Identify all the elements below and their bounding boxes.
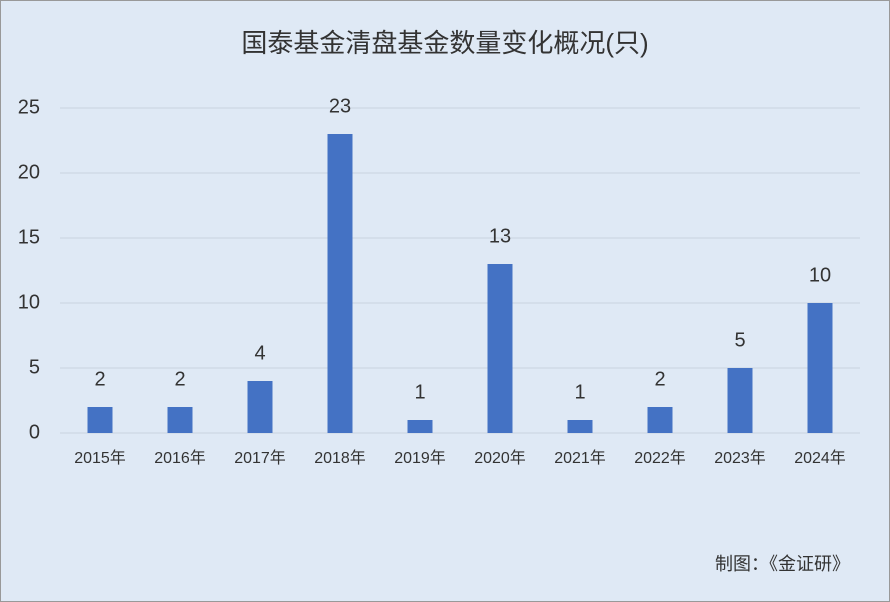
x-tick-label: 2017年 (234, 449, 286, 467)
data-label: 1 (574, 381, 585, 403)
bar (87, 407, 113, 433)
y-tick-label: 10 (18, 291, 40, 313)
y-tick-label: 25 (18, 96, 40, 118)
data-label: 2 (174, 368, 185, 390)
x-tick-label: 2015年 (74, 449, 126, 467)
x-tick-label: 2024年 (794, 449, 846, 467)
x-tick-label: 2019年 (394, 449, 446, 467)
data-label: 10 (809, 264, 831, 286)
x-tick-label: 2018年 (314, 449, 366, 467)
data-label: 23 (329, 95, 351, 117)
bar (567, 420, 593, 433)
bar (247, 381, 273, 433)
bar (327, 134, 353, 433)
data-label: 4 (254, 342, 265, 364)
bar (647, 407, 673, 433)
data-label: 1 (414, 381, 425, 403)
x-tick-label: 2022年 (634, 449, 686, 467)
x-tick-label: 2021年 (554, 449, 606, 467)
x-tick-label: 2020年 (474, 449, 526, 467)
data-label: 5 (734, 329, 745, 351)
y-tick-label: 0 (29, 421, 40, 443)
x-tick-label: 2016年 (154, 449, 206, 467)
bar (487, 264, 513, 433)
bar (407, 420, 433, 433)
bar (167, 407, 193, 433)
x-tick-label: 2023年 (714, 449, 766, 467)
data-label: 13 (489, 225, 511, 247)
data-label: 2 (94, 368, 105, 390)
bar (807, 303, 833, 433)
chart-title: 国泰基金清盘基金数量变化概况(只) (241, 28, 648, 58)
y-tick-label: 20 (18, 161, 40, 183)
data-label: 2 (654, 368, 665, 390)
y-tick-label: 15 (18, 226, 40, 248)
source-note: 制图：《金证研》 (715, 554, 850, 574)
bar (727, 368, 753, 433)
y-tick-label: 5 (29, 356, 40, 378)
